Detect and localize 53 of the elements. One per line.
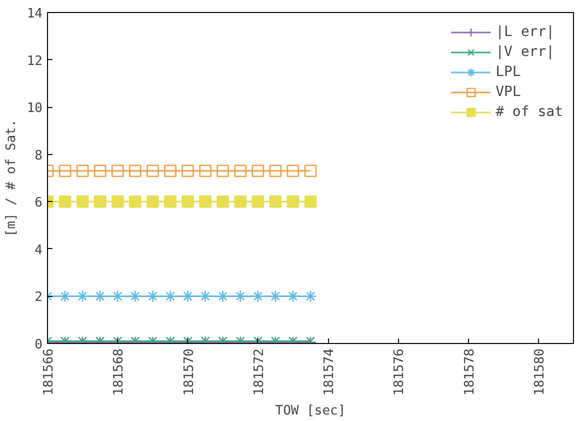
point [94, 164, 106, 178]
point [269, 164, 282, 178]
point [252, 195, 264, 208]
point [58, 195, 72, 208]
point [216, 164, 229, 178]
point [76, 164, 89, 178]
point [58, 164, 72, 178]
x-tick-label: 181574 [322, 348, 338, 396]
point [252, 164, 264, 178]
x-tick-label: 181568 [112, 348, 127, 396]
point [164, 164, 176, 178]
y-tick-label: 10 [26, 101, 43, 116]
legend-label: LPL [496, 64, 521, 80]
x-tick-label: 181578 [462, 348, 478, 396]
y-tick-label: 4 [34, 242, 43, 258]
x-tick-label: 181566 [42, 348, 56, 396]
y-tick-label: 8 [34, 148, 42, 164]
x-tick-label: 181576 [392, 348, 408, 396]
x-tick-label: 181580 [532, 348, 548, 396]
point [146, 164, 159, 178]
legend-label: VPL [496, 84, 521, 100]
legend-label: # of sat [496, 104, 563, 120]
point [216, 195, 229, 208]
y-tick-label: 14 [26, 6, 43, 22]
legend-label: |V err| [496, 44, 555, 60]
point [94, 195, 106, 208]
point [269, 195, 282, 208]
point [286, 195, 300, 208]
point [164, 195, 176, 208]
y-axis-title: [m] / # of Sat. [4, 119, 19, 237]
point [234, 164, 247, 178]
y-tick-label: 0 [34, 338, 42, 352]
x-axis-title: TOW [sec] [275, 403, 346, 418]
point [234, 195, 247, 208]
point [182, 164, 194, 178]
point [304, 164, 317, 178]
y-tick-label: 6 [34, 196, 42, 211]
x-tick-label: 181570 [182, 348, 197, 396]
legend-label: |L err| [496, 24, 555, 40]
point [304, 195, 317, 208]
point [111, 164, 124, 178]
point [146, 195, 159, 208]
point [76, 195, 89, 208]
y-tick-label: 12 [26, 54, 43, 69]
point [111, 195, 124, 208]
point [286, 164, 300, 178]
point [199, 164, 212, 178]
point [129, 164, 142, 178]
point [199, 195, 212, 208]
point [182, 195, 194, 208]
point [129, 195, 142, 208]
x-tick-label: 181572 [252, 348, 267, 396]
y-tick-label: 2 [34, 290, 42, 306]
